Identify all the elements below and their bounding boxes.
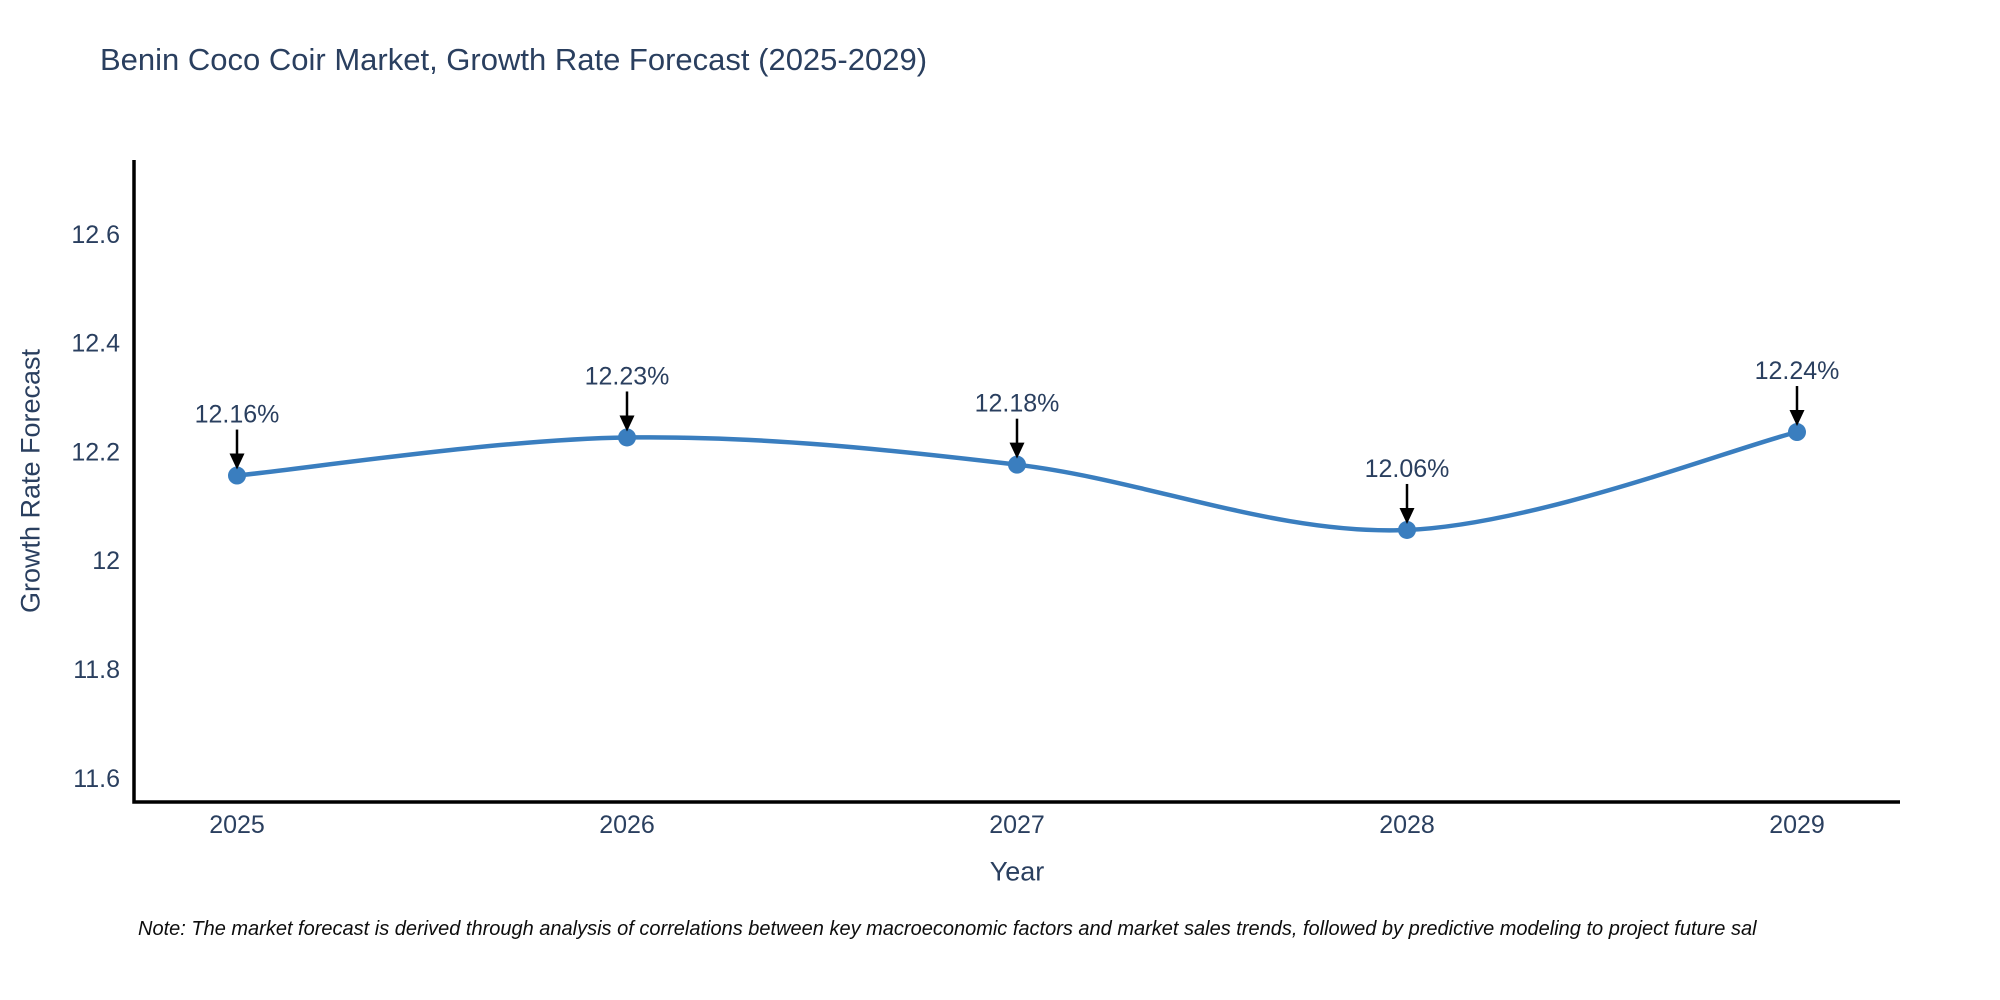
y-tick-label: 12 xyxy=(92,547,120,575)
annotation-label: 12.23% xyxy=(585,362,670,390)
annotation-arrowhead xyxy=(619,415,635,432)
y-tick-label: 12.6 xyxy=(71,221,120,249)
x-tick-label: 2026 xyxy=(599,811,655,839)
annotation-arrowhead xyxy=(229,453,245,470)
x-tick-label: 2028 xyxy=(1379,811,1435,839)
data-point-marker xyxy=(228,466,246,485)
x-axis-title: Year xyxy=(989,856,1045,887)
annotation-label: 12.16% xyxy=(195,401,280,429)
y-tick-label: 11.8 xyxy=(73,656,120,684)
annotation-label: 12.18% xyxy=(975,390,1060,418)
axis-lines xyxy=(132,160,1900,804)
x-tick-label: 2027 xyxy=(989,811,1045,839)
data-point-marker xyxy=(1788,423,1806,442)
annotation-arrowhead xyxy=(1789,410,1805,427)
annotation-arrowhead xyxy=(1009,442,1025,459)
y-tick-label: 12.2 xyxy=(71,438,120,466)
footnote: Note: The market forecast is derived thr… xyxy=(138,918,1757,940)
y-tick-label: 11.6 xyxy=(73,765,120,793)
x-tick-label: 2025 xyxy=(209,811,265,839)
annotation-label: 12.24% xyxy=(1755,357,1840,385)
data-point-marker xyxy=(1008,455,1026,474)
annotation-arrowhead xyxy=(1399,507,1415,524)
data-point-marker xyxy=(1398,520,1416,539)
x-tick-label: 2029 xyxy=(1769,811,1825,839)
data-point-marker xyxy=(618,428,636,447)
y-tick-label: 12.4 xyxy=(71,330,120,358)
annotation-label: 12.06% xyxy=(1365,455,1450,483)
chart-title: Benin Coco Coir Market, Growth Rate Fore… xyxy=(100,42,928,77)
